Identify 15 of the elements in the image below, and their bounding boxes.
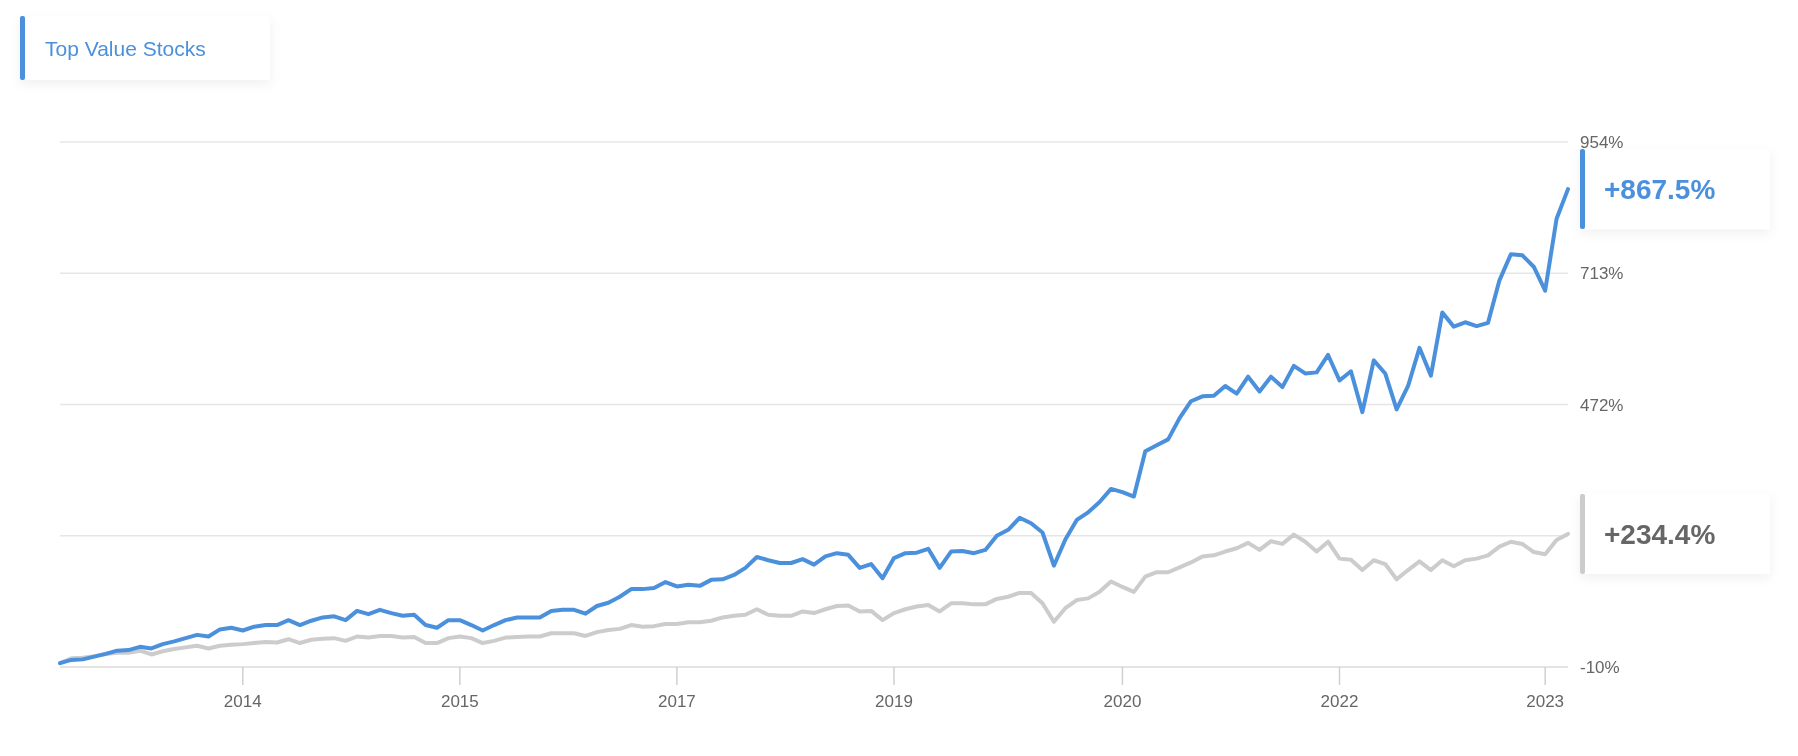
x-tick-label: 2015	[440, 692, 479, 711]
text: +234.4%	[1604, 518, 1716, 550]
line-series	[58, 187, 1570, 666]
y-tick-label: 472%	[1580, 395, 1624, 415]
x-tick-label: 2022	[1320, 692, 1359, 711]
x-tick-label: 2023	[1526, 692, 1565, 711]
x-tick-label: 2014	[223, 692, 262, 711]
text: +867.5%	[1604, 174, 1716, 206]
y-tick-label: -10%	[1580, 658, 1620, 677]
text: Top Value Stocks	[45, 37, 206, 60]
x-tick-label: 2019	[875, 692, 913, 711]
y-tick-label: 713%	[1580, 264, 1624, 284]
y-tick-label: 954%	[1580, 133, 1624, 152]
x-tick-label: 2020	[1103, 692, 1142, 711]
x-tick-label: 2017	[658, 692, 696, 711]
